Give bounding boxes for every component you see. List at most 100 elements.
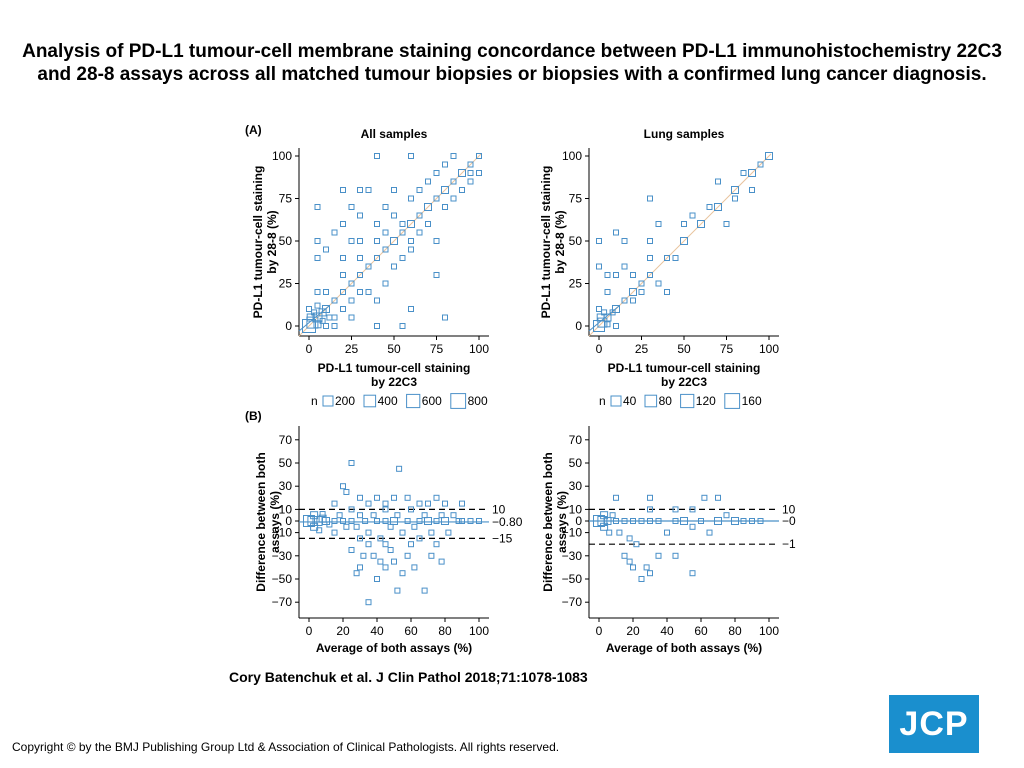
data-point bbox=[643, 564, 650, 571]
data-point bbox=[357, 212, 363, 219]
data-point bbox=[323, 289, 329, 295]
data-point bbox=[459, 187, 465, 193]
y-tick-label: −70 bbox=[272, 595, 293, 609]
data-point bbox=[416, 535, 423, 542]
data-point bbox=[323, 289, 329, 295]
y-tick-label: 50 bbox=[569, 234, 583, 248]
data-point bbox=[357, 564, 363, 571]
data-point bbox=[664, 255, 670, 261]
data-point bbox=[336, 512, 343, 519]
data-point bbox=[714, 203, 722, 211]
data-point bbox=[382, 564, 389, 571]
data-point bbox=[706, 529, 713, 536]
reference-line-label: −1 bbox=[782, 537, 796, 551]
data-point bbox=[433, 494, 440, 501]
x-tick-label: 25 bbox=[635, 342, 649, 356]
data-point bbox=[416, 229, 423, 236]
x-axis-label: by 22C3 bbox=[371, 375, 417, 389]
slide-title: Analysis of PD-L1 tumour-cell membrane s… bbox=[22, 41, 1002, 85]
y-tick-label: 10 bbox=[279, 502, 293, 516]
data-point bbox=[399, 255, 406, 261]
data-point bbox=[698, 518, 704, 524]
data-point bbox=[647, 506, 653, 513]
data-point bbox=[357, 535, 363, 542]
data-point bbox=[303, 515, 315, 527]
data-point bbox=[340, 187, 346, 193]
data-point bbox=[604, 272, 611, 278]
data-point bbox=[365, 500, 372, 507]
data-point bbox=[630, 564, 636, 571]
y-tick-label: 75 bbox=[569, 192, 583, 206]
data-point bbox=[391, 494, 397, 501]
data-point bbox=[374, 238, 380, 244]
data-point bbox=[621, 518, 628, 524]
legend-marker bbox=[724, 393, 741, 409]
data-point bbox=[312, 312, 323, 323]
data-point bbox=[621, 552, 628, 559]
y-axis-label: assays (%) bbox=[268, 491, 282, 553]
data-point bbox=[723, 221, 730, 227]
data-point bbox=[416, 212, 423, 219]
data-point bbox=[399, 221, 406, 227]
x-tick-label: 0 bbox=[596, 342, 603, 356]
data-point bbox=[314, 302, 321, 309]
data-point bbox=[459, 187, 465, 193]
data-point bbox=[438, 558, 445, 565]
data-point bbox=[467, 518, 474, 524]
data-point bbox=[425, 221, 431, 227]
data-point bbox=[331, 323, 338, 329]
data-point bbox=[647, 272, 653, 278]
y-tick-label: 30 bbox=[569, 479, 583, 493]
copyright-notice: Copyright © by the BMJ Publishing Group … bbox=[12, 740, 560, 754]
data-point bbox=[370, 512, 377, 519]
data-point bbox=[340, 221, 346, 227]
data-point bbox=[441, 186, 449, 194]
data-point bbox=[664, 529, 670, 536]
data-point bbox=[391, 558, 397, 565]
x-tick-label: 50 bbox=[387, 342, 401, 356]
data-point bbox=[348, 518, 355, 524]
data-point bbox=[445, 529, 452, 536]
data-point bbox=[450, 195, 457, 202]
data-point bbox=[680, 237, 688, 245]
data-point bbox=[655, 221, 662, 227]
data-point bbox=[348, 238, 355, 244]
data-point bbox=[467, 178, 474, 185]
data-point bbox=[630, 272, 636, 278]
data-point bbox=[313, 320, 322, 329]
data-point bbox=[323, 246, 329, 253]
data-point bbox=[689, 212, 696, 219]
data-point bbox=[348, 460, 355, 466]
data-point bbox=[382, 229, 389, 236]
data-point bbox=[450, 195, 457, 202]
data-point bbox=[360, 552, 367, 559]
data-point bbox=[365, 599, 372, 606]
reference-line-label: 10 bbox=[782, 502, 796, 516]
y-tick-label: −70 bbox=[562, 595, 583, 609]
data-point bbox=[630, 518, 636, 524]
x-tick-label: 100 bbox=[759, 624, 779, 638]
data-point bbox=[340, 306, 346, 312]
data-point bbox=[399, 529, 406, 536]
chart-title: All samples bbox=[361, 127, 428, 141]
data-point bbox=[394, 512, 401, 519]
data-point bbox=[374, 297, 380, 304]
data-point bbox=[680, 517, 688, 525]
legend-marker bbox=[610, 395, 622, 407]
y-axis-label: assays (%) bbox=[555, 491, 569, 553]
data-point bbox=[740, 518, 747, 524]
legend-label: 400 bbox=[378, 394, 398, 408]
y-tick-label: 0 bbox=[285, 514, 292, 528]
x-tick-label: 25 bbox=[345, 342, 359, 356]
data-point bbox=[757, 518, 764, 524]
panel-bland-altman-all: (B)0 20 40 60 80 100705030100−10−30−50−70Aver… bbox=[245, 409, 523, 655]
data-point bbox=[749, 518, 755, 524]
data-point bbox=[433, 238, 440, 244]
data-point bbox=[421, 512, 428, 519]
data-point bbox=[357, 494, 363, 501]
data-point bbox=[407, 220, 415, 228]
x-axis-label: Average of both assays (%) bbox=[316, 641, 472, 655]
data-point bbox=[357, 272, 363, 278]
x-tick-label: 0 bbox=[596, 624, 603, 638]
data-point bbox=[362, 518, 369, 524]
